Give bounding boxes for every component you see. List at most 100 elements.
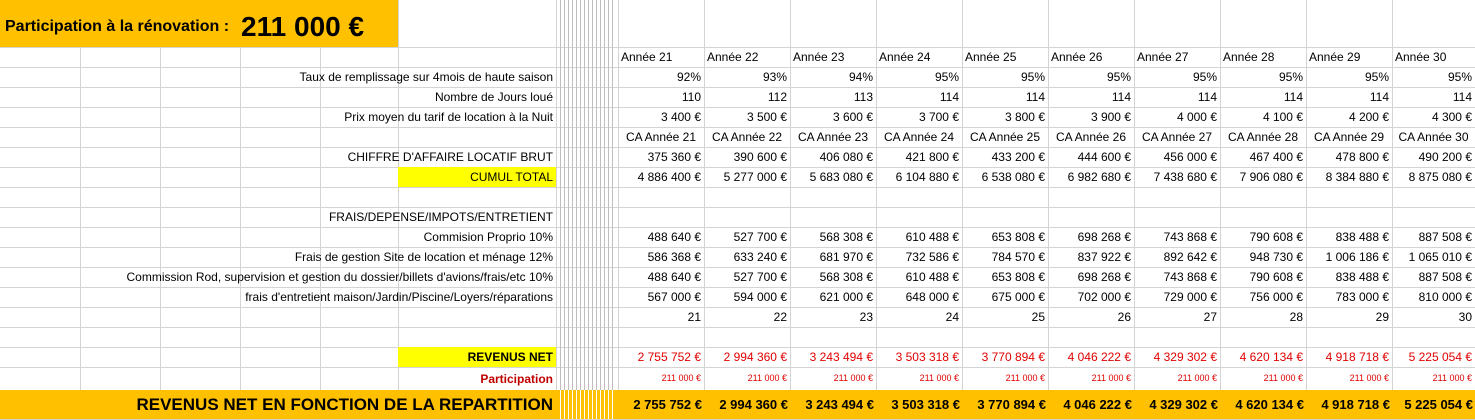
year-header[interactable]: Année 24	[879, 50, 931, 64]
entretien-value[interactable]: 594 000 €	[733, 290, 787, 304]
commission_proprio-value[interactable]: 790 608 €	[1249, 230, 1303, 244]
jours-value[interactable]: 114	[1452, 90, 1472, 104]
commission_rod-value[interactable]: 743 868 €	[1163, 270, 1217, 284]
commission_proprio-value[interactable]: 838 488 €	[1335, 230, 1389, 244]
revenus_net-value[interactable]: 3 770 894 €	[981, 350, 1045, 364]
ca_header-value[interactable]: CA Année 30	[1398, 130, 1469, 144]
repartition-value[interactable]: 3 243 494 €	[805, 397, 874, 412]
year-header[interactable]: Année 26	[1051, 50, 1103, 64]
taux-value[interactable]: 95%	[1364, 70, 1389, 84]
jours-value[interactable]: 114	[1111, 90, 1131, 104]
prix-value[interactable]: 3 800 €	[1004, 110, 1045, 124]
year-header[interactable]: Année 29	[1309, 50, 1361, 64]
ca_header-value[interactable]: CA Année 29	[1313, 130, 1385, 144]
participation-value[interactable]: 211 000 €	[661, 373, 701, 383]
repartition-value[interactable]: 3 770 894 €	[977, 397, 1046, 412]
commission_proprio-value[interactable]: 527 700 €	[733, 230, 787, 244]
jours-value[interactable]: 112	[767, 90, 787, 104]
cumul-value[interactable]: 8 384 880 €	[1325, 170, 1389, 184]
repartition-value[interactable]: 5 225 054 €	[1404, 397, 1473, 412]
participation-value[interactable]: 211 000 €	[747, 373, 787, 383]
cumul-value[interactable]: 5 277 000 €	[723, 170, 787, 184]
jours-value[interactable]: 114	[1197, 90, 1217, 104]
taux-value[interactable]: 95%	[934, 70, 959, 84]
commission_proprio-value[interactable]: 698 268 €	[1077, 230, 1131, 244]
revenus_net-value[interactable]: 3 503 318 €	[895, 350, 959, 364]
revenus_net-value[interactable]: 4 620 134 €	[1239, 350, 1303, 364]
ca_header-value[interactable]: CA Année 21	[625, 130, 697, 144]
frais_gestion-value[interactable]: 633 240 €	[733, 250, 787, 264]
participation-value[interactable]: 211 000 €	[1349, 373, 1389, 383]
ca_header-value[interactable]: CA Année 24	[883, 130, 955, 144]
taux-value[interactable]: 95%	[1192, 70, 1217, 84]
revenus_net-value[interactable]: 4 329 302 €	[1153, 350, 1217, 364]
cumul-value[interactable]: 5 683 080 €	[809, 170, 873, 184]
prix-value[interactable]: 4 100 €	[1262, 110, 1303, 124]
revenus_net-value[interactable]: 4 918 718 €	[1325, 350, 1389, 364]
year-header[interactable]: Année 28	[1223, 50, 1275, 64]
commission_rod-value[interactable]: 838 488 €	[1335, 270, 1389, 284]
commission_rod-value[interactable]: 527 700 €	[733, 270, 787, 284]
frais_gestion-value[interactable]: 586 368 €	[647, 250, 701, 264]
entretien-value[interactable]: 756 000 €	[1249, 290, 1303, 304]
year-header[interactable]: Année 30	[1395, 50, 1447, 64]
ca-value[interactable]: 406 080 €	[819, 150, 873, 164]
index-value[interactable]: 21	[687, 310, 701, 324]
repartition-value[interactable]: 4 046 222 €	[1063, 397, 1132, 412]
repartition-value[interactable]: 3 503 318 €	[891, 397, 960, 412]
frais_gestion-value[interactable]: 1 065 010 €	[1408, 250, 1472, 264]
prix-value[interactable]: 4 300 €	[1431, 110, 1472, 124]
participation-value[interactable]: 211 000 €	[1432, 373, 1472, 383]
commission_proprio-value[interactable]: 743 868 €	[1163, 230, 1217, 244]
ca-value[interactable]: 490 200 €	[1418, 150, 1472, 164]
cumul-value[interactable]: 4 886 400 €	[637, 170, 701, 184]
revenus_net-value[interactable]: 3 243 494 €	[809, 350, 873, 364]
frais_gestion-value[interactable]: 837 922 €	[1077, 250, 1131, 264]
entretien-value[interactable]: 621 000 €	[819, 290, 873, 304]
commission_rod-value[interactable]: 790 608 €	[1249, 270, 1303, 284]
entretien-value[interactable]: 810 000 €	[1418, 290, 1472, 304]
year-header[interactable]: Année 25	[965, 50, 1017, 64]
prix-value[interactable]: 3 900 €	[1090, 110, 1131, 124]
entretien-value[interactable]: 702 000 €	[1077, 290, 1131, 304]
revenus_net-value[interactable]: 2 755 752 €	[637, 350, 701, 364]
cumul-value[interactable]: 6 982 680 €	[1067, 170, 1131, 184]
index-value[interactable]: 28	[1289, 310, 1303, 324]
frais_gestion-value[interactable]: 732 586 €	[905, 250, 959, 264]
year-header[interactable]: Année 22	[707, 50, 759, 64]
prix-value[interactable]: 3 600 €	[832, 110, 873, 124]
ca_header-value[interactable]: CA Année 25	[969, 130, 1041, 144]
index-value[interactable]: 22	[773, 310, 787, 324]
taux-value[interactable]: 93%	[762, 70, 787, 84]
revenus_net-value[interactable]: 5 225 054 €	[1408, 350, 1472, 364]
cumul-value[interactable]: 6 104 880 €	[895, 170, 959, 184]
frais_gestion-value[interactable]: 948 730 €	[1249, 250, 1303, 264]
cumul-value[interactable]: 8 875 080 €	[1408, 170, 1472, 184]
ca-value[interactable]: 375 360 €	[647, 150, 701, 164]
taux-value[interactable]: 94%	[848, 70, 873, 84]
ca-value[interactable]: 444 600 €	[1077, 150, 1131, 164]
prix-value[interactable]: 3 400 €	[660, 110, 701, 124]
ca_header-value[interactable]: CA Année 23	[797, 130, 869, 144]
cumul-value[interactable]: 7 906 080 €	[1239, 170, 1303, 184]
jours-value[interactable]: 114	[1025, 90, 1045, 104]
commission_proprio-value[interactable]: 568 308 €	[819, 230, 873, 244]
index-value[interactable]: 27	[1203, 310, 1217, 324]
commission_rod-value[interactable]: 887 508 €	[1418, 270, 1472, 284]
ca_header-value[interactable]: CA Année 22	[711, 130, 783, 144]
year-header[interactable]: Année 23	[793, 50, 845, 64]
cumul-value[interactable]: 6 538 080 €	[981, 170, 1045, 184]
entretien-value[interactable]: 648 000 €	[905, 290, 959, 304]
year-header[interactable]: Année 21	[621, 50, 673, 64]
commission_proprio-value[interactable]: 653 808 €	[991, 230, 1045, 244]
ca_header-value[interactable]: CA Année 26	[1055, 130, 1127, 144]
repartition-value[interactable]: 4 918 718 €	[1321, 397, 1390, 412]
prix-value[interactable]: 4 200 €	[1348, 110, 1389, 124]
prix-value[interactable]: 3 500 €	[746, 110, 787, 124]
commission_rod-value[interactable]: 568 308 €	[819, 270, 873, 284]
repartition-value[interactable]: 2 755 752 €	[633, 397, 702, 412]
commission_rod-value[interactable]: 610 488 €	[905, 270, 959, 284]
participation-value[interactable]: 211 000 €	[919, 373, 959, 383]
participation-value[interactable]: 211 000 €	[1177, 373, 1217, 383]
ca-value[interactable]: 478 800 €	[1335, 150, 1389, 164]
